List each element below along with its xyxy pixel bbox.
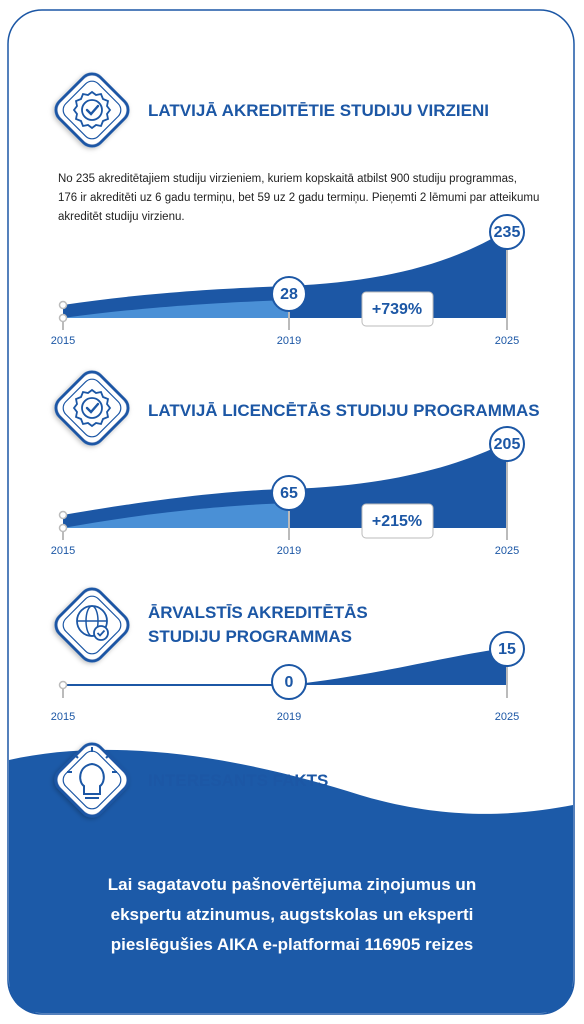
fact-section: INTERESANTS FAKTS Lai sagatavotu pašnovē…: [51, 739, 476, 954]
year: 2019: [277, 545, 301, 557]
area: [289, 648, 507, 685]
year: 2015: [51, 545, 75, 557]
year: 2015: [51, 335, 75, 347]
section-1: LATVIJĀ AKREDITĒTIE STUDIJU VIRZIENI No …: [51, 69, 539, 347]
value-badge: 235: [494, 224, 521, 241]
fact-text: pieslēgušies AIKA e-platformai 116905 re…: [111, 935, 474, 954]
section-title: INTERESANTS FAKTS: [148, 771, 328, 790]
value-badge: 65: [280, 485, 298, 502]
paragraph: No 235 akreditētajiem studiju virzieniem…: [58, 173, 517, 185]
fact-text: Lai sagatavotu pašnovērtējuma ziņojumus …: [108, 875, 476, 894]
year: 2019: [277, 711, 301, 723]
year: 2025: [495, 335, 519, 347]
value-badge: 15: [498, 641, 516, 658]
section-3: ĀRVALSTĪS AKREDITĒTĀS STUDIJU PROGRAMMAS…: [51, 584, 525, 723]
section-title: STUDIJU PROGRAMMAS: [148, 627, 352, 646]
year: 2025: [495, 711, 519, 723]
section-title: ĀRVALSTĪS AKREDITĒTĀS: [148, 603, 368, 622]
fact-text: ekspertu atzinumus, augstskolas un ekspe…: [111, 905, 474, 924]
year: 2015: [51, 711, 75, 723]
area: [63, 300, 289, 318]
section-2: LATVIJĀ LICENCĒTĀS STUDIJU PROGRAMMAS 20…: [51, 367, 540, 557]
value-badge: 205: [494, 436, 521, 453]
paragraph: akreditēt studiju virzienu.: [58, 211, 185, 223]
change-label: +215%: [372, 513, 422, 530]
wave: [9, 749, 573, 1013]
year: 2025: [495, 545, 519, 557]
year: 2019: [277, 335, 301, 347]
value-badge: 0: [285, 674, 294, 691]
area: [63, 503, 289, 528]
section-title: LATVIJĀ AKREDITĒTIE STUDIJU VIRZIENI: [148, 101, 489, 120]
paragraph: 176 ir akreditēti uz 6 gadu termiņu, bet…: [58, 192, 539, 204]
section-title: LATVIJĀ LICENCĒTĀS STUDIJU PROGRAMMAS: [148, 401, 540, 420]
value-badge: 28: [280, 286, 298, 303]
change-label: +739%: [372, 301, 422, 318]
